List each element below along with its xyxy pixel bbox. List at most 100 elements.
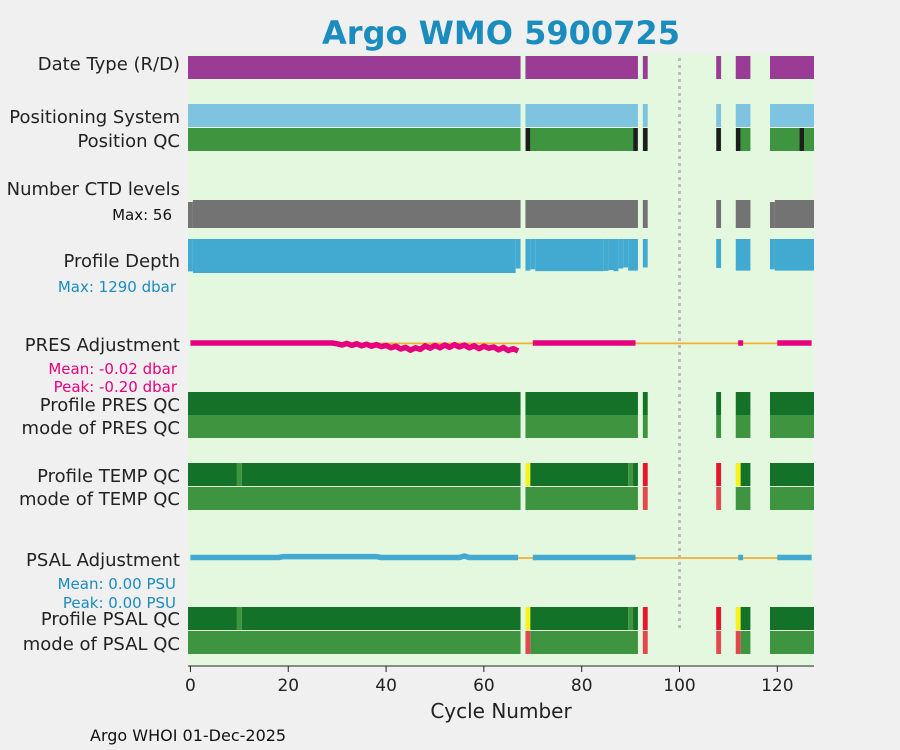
profile-depth-bar [188,239,193,272]
profile-depth-bar [618,239,624,269]
ctd-levels-bar [642,200,648,228]
label-date-type: Date Type (R/D) [38,54,180,75]
position-qc-missing-mark [735,128,741,151]
label-position-qc: Position QC [77,131,180,152]
psal-adjustment-line [190,553,812,561]
ctd-levels-bar [774,200,814,228]
profile-psal-qc-bar [642,607,648,630]
mode-psal-qc-bar [740,631,751,654]
mode-pres-qc-bar [769,415,814,438]
x-axis-label: Cycle Number [430,699,572,723]
profile-depth-bar [530,239,536,270]
profile-depth-bar [603,239,609,271]
positioning-system-bar [716,104,722,127]
date-type-bar [769,56,814,79]
mode-pres-qc-bar [735,415,751,438]
label-psal-adjustment: PSAL Adjustment [26,550,180,571]
mode-temp-qc-bar [188,487,521,510]
profile-depth-bar [769,239,775,270]
label-ctd-levels: Number CTD levels [7,179,180,200]
ctd-levels-bar [192,200,521,228]
positioning-system-bar [525,104,638,127]
mode-pres-qc-bar [716,415,722,438]
profile-temp-qc-bar [525,463,531,486]
label-pres-peak: Peak: -0.20 dbar [54,378,178,396]
mode-psal-qc-bar [188,631,521,654]
profile-temp-qc-bar [769,463,814,486]
profile-pres-qc-bar [735,392,751,415]
date-type-bar [188,56,521,79]
profile-depth-bar [535,239,604,272]
profile-depth-bar [623,239,629,268]
profile-depth-bar [608,239,614,271]
positioning-system-bar [642,104,648,127]
profile-psal-qc-bar [633,607,638,630]
profile-depth-bar [515,239,521,269]
position-qc-missing-mark [716,128,721,151]
profile-depth-bar [628,239,638,271]
profile-depth-bar [735,239,751,271]
profile-psal-qc-bar [740,607,751,630]
profile-temp-qc-bar [740,463,751,486]
pres-adjustment-line [190,340,812,354]
mode-temp-qc-bar [525,487,638,510]
mode-psal-qc-bar [716,631,722,654]
profile-psal-qc-bar [735,607,741,630]
profile-temp-qc-bar [188,463,237,486]
x-tick-label: 20 [277,676,299,696]
profile-depth-bar [774,239,814,271]
profile-psal-qc-bar [241,607,521,630]
position-qc-missing-mark [525,128,531,151]
x-tick-label: 0 [185,676,196,696]
mode-pres-qc-bar [188,415,521,438]
profile-psal-qc-bar [236,607,242,630]
label-mode-temp-qc: mode of TEMP QC [19,489,180,510]
ctd-levels-bar [188,202,193,228]
profile-temp-qc-bar [633,463,638,486]
ctd-levels-bar [525,200,638,228]
date-type-bar [642,56,648,79]
profile-depth-bar [192,239,516,273]
date-type-bar [716,56,722,79]
mode-temp-qc-bar [716,487,722,510]
mode-temp-qc-bar [735,487,751,510]
ctd-levels-bar [769,202,775,228]
profile-temp-qc-bar [628,463,634,486]
position-qc-bar [188,128,521,151]
x-tick-label: 120 [761,676,793,696]
position-qc-bar [525,128,638,151]
profile-psal-qc-bar [769,607,814,630]
label-mode-psal-qc: mode of PSAL QC [23,634,180,655]
mode-temp-qc-bar [642,487,648,510]
mode-psal-qc-bar [642,631,648,654]
profile-temp-qc-bar [236,463,242,486]
label-profile-depth: Profile Depth [63,251,180,272]
x-tick-label: 80 [571,676,593,696]
profile-pres-qc-bar [642,392,648,415]
profile-psal-qc-bar [628,607,634,630]
label-pres-mean: Mean: -0.02 dbar [48,360,178,378]
profile-psal-qc-bar [530,607,629,630]
profile-temp-qc-bar [241,463,521,486]
label-profile-pres-qc: Profile PRES QC [40,395,180,416]
mode-temp-qc-bar [769,487,814,510]
label-psal-mean: Mean: 0.00 PSU [58,575,176,593]
profile-depth-bar [716,239,722,268]
date-type-bar [525,56,638,79]
position-qc-missing-mark [643,128,648,151]
mode-psal-qc-bar [530,631,638,654]
label-ctd-max: Max: 56 [112,206,172,224]
label-positioning-system: Positioning System [9,107,180,128]
label-mode-pres-qc: mode of PRES QC [22,418,180,439]
profile-depth-bar [613,239,619,272]
x-tick-label: 100 [663,676,695,696]
profile-psal-qc-bar [525,607,531,630]
x-tick-label: 60 [473,676,495,696]
profile-pres-qc-bar [716,392,722,415]
x-tick-label: 40 [375,676,397,696]
label-profile-temp-qc: Profile TEMP QC [37,466,180,487]
profile-depth-bar [525,239,531,271]
profile-psal-qc-bar [188,607,237,630]
profile-pres-qc-bar [188,392,521,415]
